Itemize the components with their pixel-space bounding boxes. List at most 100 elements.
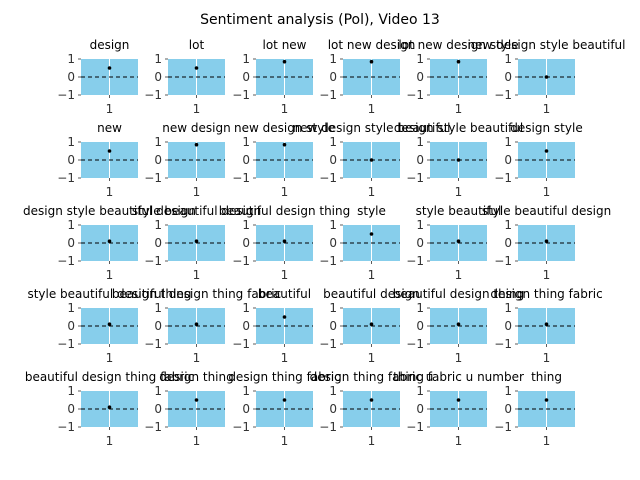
x-tick-label: 1 (368, 102, 376, 116)
y-tick-label: 0 (329, 319, 337, 333)
panel-title: lot new (263, 38, 307, 52)
x-tick-label: 1 (193, 185, 201, 199)
data-point (369, 158, 374, 162)
y-tick-label: −1 (406, 337, 424, 351)
panel-title: style beautiful design (482, 204, 611, 218)
y-tick-label: −1 (319, 254, 337, 268)
y-tick-label: 0 (154, 236, 162, 250)
y-tick-label: −1 (406, 88, 424, 102)
data-point (369, 232, 374, 236)
data-point (194, 239, 199, 243)
panel: 1 0 −1 1 beautiful (232, 287, 313, 365)
x-tick-label: 1 (455, 185, 463, 199)
y-tick-label: −1 (144, 88, 162, 102)
data-point (544, 398, 549, 402)
data-point (282, 315, 287, 319)
x-tick-label: 1 (543, 268, 551, 282)
y-tick-label: −1 (57, 171, 75, 185)
x-tick-label: 1 (368, 268, 376, 282)
y-tick-label: 0 (416, 153, 424, 167)
data-point (282, 142, 287, 147)
y-tick-label: −1 (494, 171, 512, 185)
panel-title: new design style (234, 121, 335, 135)
y-tick-label: 0 (67, 236, 75, 250)
data-point (369, 398, 374, 402)
panel-title: thing fabric u number (393, 370, 524, 384)
y-tick-label: −1 (144, 420, 162, 434)
x-tick-label: 1 (281, 351, 289, 365)
y-tick-label: −1 (406, 254, 424, 268)
panel-title: beautiful design thing fabric (112, 287, 281, 301)
panel-title: beautiful design thing (393, 287, 524, 301)
x-tick-label: 1 (543, 434, 551, 448)
y-tick-label: 0 (329, 236, 337, 250)
panel-title: thing (531, 370, 562, 384)
y-tick-label: 0 (242, 236, 250, 250)
y-tick-label: 0 (504, 236, 512, 250)
data-point (194, 142, 199, 147)
y-tick-label: 1 (416, 52, 424, 66)
data-point (544, 149, 549, 153)
panel-title: design style beautiful (394, 121, 523, 135)
y-tick-label: 0 (416, 70, 424, 84)
y-tick-label: 0 (154, 319, 162, 333)
y-tick-label: 0 (416, 319, 424, 333)
figure-title: Sentiment analysis (Pol), Video 13 (200, 12, 440, 28)
y-tick-label: −1 (57, 254, 75, 268)
y-tick-label: 0 (67, 402, 75, 416)
y-tick-label: −1 (232, 88, 250, 102)
y-tick-label: 0 (504, 402, 512, 416)
panel-title: style beautiful design (132, 204, 261, 218)
y-tick-label: −1 (57, 337, 75, 351)
y-tick-label: 1 (329, 218, 337, 232)
x-tick-label: 1 (106, 268, 114, 282)
data-point (194, 66, 199, 70)
y-tick-label: 0 (504, 70, 512, 84)
data-point (282, 59, 287, 64)
y-tick-label: 1 (67, 384, 75, 398)
y-tick-label: −1 (57, 88, 75, 102)
data-point (107, 149, 112, 153)
y-tick-label: −1 (144, 337, 162, 351)
y-tick-label: −1 (319, 171, 337, 185)
y-tick-label: −1 (232, 420, 250, 434)
y-tick-label: 1 (504, 384, 512, 398)
y-tick-label: −1 (494, 88, 512, 102)
data-point (107, 405, 112, 410)
y-tick-label: 1 (242, 52, 250, 66)
x-tick-label: 1 (281, 102, 289, 116)
panel-title: design thing (159, 370, 234, 384)
y-tick-label: 1 (416, 135, 424, 149)
panel-title: lot new design (328, 38, 416, 52)
y-tick-label: −1 (494, 254, 512, 268)
y-tick-label: 1 (242, 135, 250, 149)
panel-title: design thing fabric (228, 370, 340, 384)
x-tick-label: 1 (193, 268, 201, 282)
data-point (456, 322, 461, 327)
panel-title: design thing fabric u (310, 370, 434, 384)
y-tick-label: 1 (242, 301, 250, 315)
panel: 1 0 −1 1 lot new (232, 38, 313, 116)
panel-title: beautiful design thing (219, 204, 350, 218)
data-point (107, 239, 112, 243)
y-tick-label: 0 (329, 153, 337, 167)
y-tick-label: −1 (232, 254, 250, 268)
y-tick-label: 1 (67, 135, 75, 149)
y-tick-label: 1 (504, 218, 512, 232)
x-tick-label: 1 (455, 351, 463, 365)
y-tick-label: 1 (416, 301, 424, 315)
y-tick-label: −1 (232, 337, 250, 351)
